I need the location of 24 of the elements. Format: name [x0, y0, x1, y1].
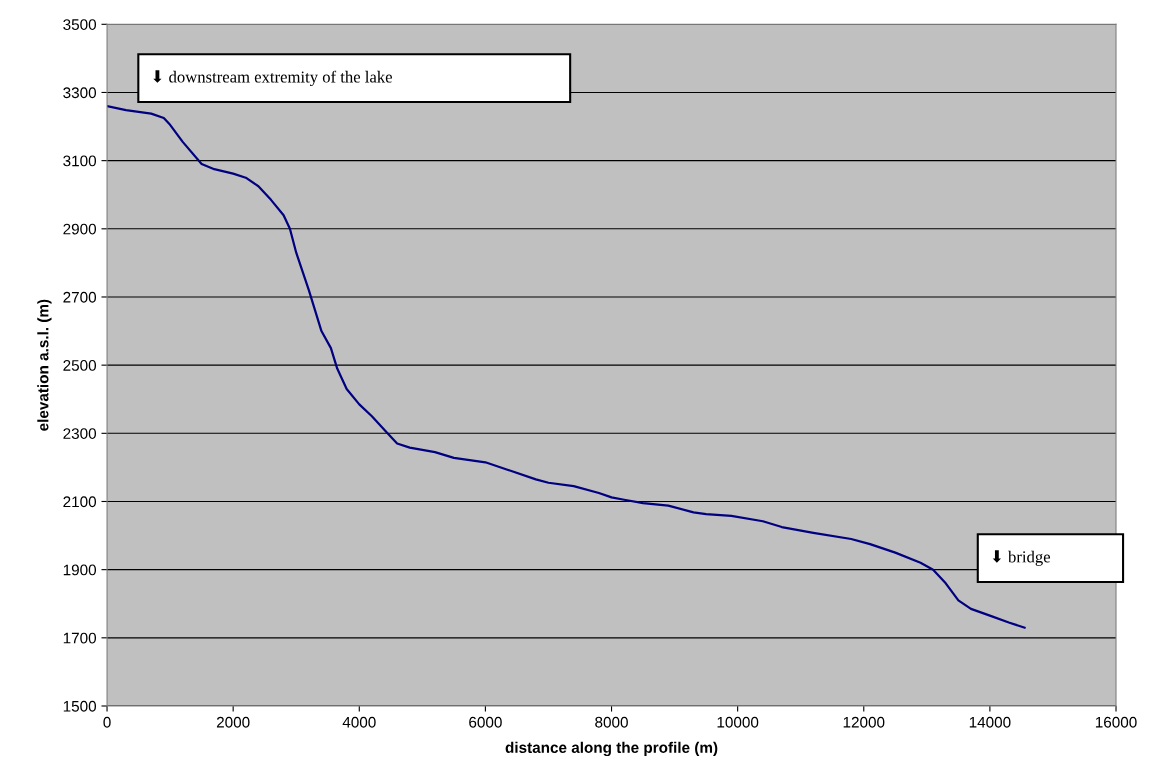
y-tick-label: 3100	[63, 155, 97, 167]
x-tick-label: 14000	[969, 716, 1011, 728]
y-tick-label: 2100	[63, 496, 97, 508]
y-tick-label: 2900	[63, 223, 97, 235]
annotation: ⬇ downstream extremity of the lake	[153, 70, 392, 87]
x-tick-label: 6000	[469, 716, 502, 728]
x-tick-label: 12000	[843, 716, 885, 728]
x-axis-title: distance along the profile (m)	[505, 741, 718, 757]
y-tick-label: 1500	[63, 700, 97, 712]
y-axis-title: elevation a.s.l. (m)	[37, 299, 52, 431]
y-tick-label: 1900	[63, 564, 97, 576]
y-tick-label: 2500	[63, 360, 97, 371]
x-tick-label: 16000	[1095, 716, 1137, 728]
x-tick-label: 4000	[342, 716, 376, 728]
y-tick-label: 2700	[63, 291, 97, 303]
y-tick-label: 3300	[63, 87, 97, 99]
y-tick-label: 2300	[63, 428, 97, 439]
x-tick-label: 10000	[717, 716, 759, 728]
y-tick-label: 3500	[63, 19, 97, 30]
x-tick-label: 0	[103, 716, 111, 728]
y-tick-label: 1700	[63, 632, 97, 644]
x-tick-label: 8000	[595, 716, 628, 728]
x-tick-label: 2000	[216, 716, 250, 728]
annotation: ⬇ bridge	[992, 550, 1051, 566]
